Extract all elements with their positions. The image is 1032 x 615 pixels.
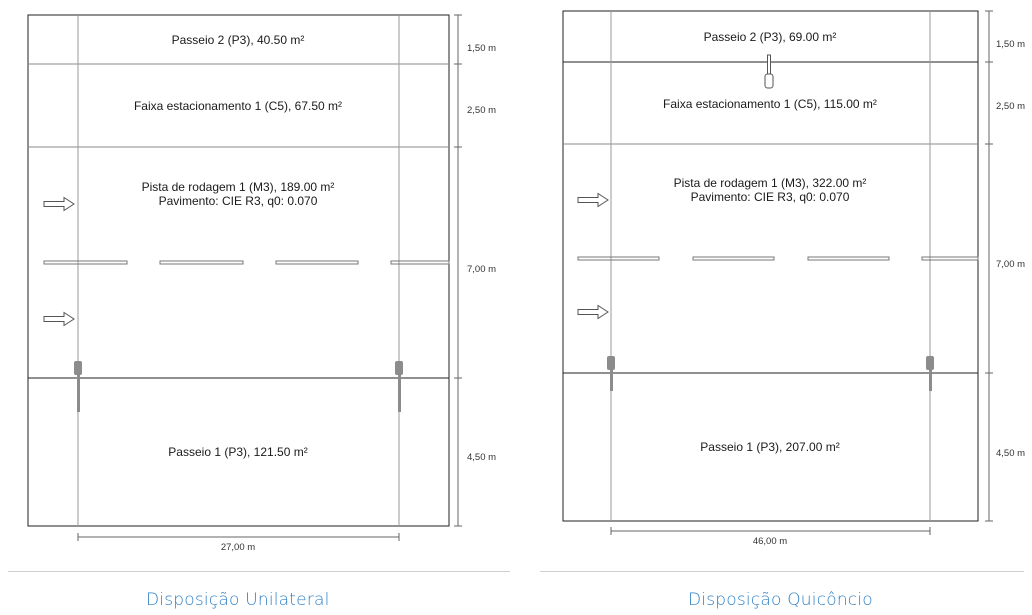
- right-caption-separator: [540, 571, 1024, 572]
- right-lane-divider: [577, 256, 979, 261]
- left-zone-sidewalk-1-label: Passeio 1 (P3), 121.50 m²: [168, 445, 307, 459]
- left-zone-roadway-pavement-label: Pavimento: CIE R3, q0: 0.070: [159, 194, 318, 208]
- right-zone-roadway-pavement-label: Pavimento: CIE R3, q0: 0.070: [691, 190, 850, 204]
- left-width-dimension: [454, 14, 462, 527]
- right-zone-sidewalk-1-label: Passeio 1 (P3), 207.00 m²: [700, 440, 839, 454]
- luminaire-icon: [607, 356, 615, 391]
- right-width-label-parking: 2,50 m: [996, 101, 1025, 112]
- left-lane-divider: [43, 260, 450, 265]
- left-width-label-parking: 2,50 m: [467, 105, 496, 116]
- left-zone-parking-label: Faixa estacionamento 1 (C5), 67.50 m²: [134, 99, 342, 113]
- left-layout-drawing: Passeio 2 (P3), 40.50 m² Faixa estaciona…: [27, 14, 496, 553]
- left-width-label-roadway: 7,00 m: [467, 264, 496, 275]
- left-caption-separator: [8, 571, 510, 572]
- right-width-label-sidewalk-1: 4,50 m: [996, 448, 1025, 459]
- right-width-dimension: [985, 10, 993, 522]
- right-length-dimension: [610, 527, 931, 535]
- traffic-arrow-icon: [43, 196, 75, 212]
- traffic-arrow-icon: [577, 192, 609, 208]
- lane-dash: [159, 260, 244, 265]
- luminaire-icon: [74, 361, 82, 412]
- left-zone-sidewalk-2-label: Passeio 2 (P3), 40.50 m²: [172, 33, 305, 47]
- left-layout-caption: Disposição Unilateral: [146, 590, 330, 610]
- right-zone-sidewalk-2-label: Passeio 2 (P3), 69.00 m²: [704, 30, 837, 44]
- left-width-label-sidewalk-1: 4,50 m: [467, 452, 496, 463]
- left-length-label: 27,00 m: [221, 542, 255, 553]
- luminaire-icon: [926, 356, 934, 391]
- right-layout-drawing: Passeio 2 (P3), 69.00 m² Faixa estaciona…: [562, 10, 1025, 547]
- right-zone-parking-label: Faixa estacionamento 1 (C5), 115.00 m²: [663, 97, 877, 111]
- right-width-label-roadway: 7,00 m: [996, 259, 1025, 270]
- right-road-outline: [562, 10, 979, 522]
- street-lighting-diagrams: Passeio 2 (P3), 40.50 m² Faixa estaciona…: [27, 10, 1025, 553]
- right-width-label-sidewalk-2: 1,50 m: [996, 39, 1025, 50]
- lane-dash: [921, 256, 979, 261]
- left-road-outline: [27, 14, 450, 527]
- traffic-arrow-icon: [577, 304, 609, 320]
- lane-dash: [807, 256, 890, 261]
- lane-dash: [390, 260, 450, 265]
- left-width-label-sidewalk-2: 1,50 m: [467, 43, 496, 54]
- right-layout-caption: Disposição Quicôncio: [688, 590, 873, 610]
- lane-dash: [692, 256, 775, 261]
- left-zone-roadway-label: Pista de rodagem 1 (M3), 189.00 m²: [142, 180, 335, 194]
- luminaire-icon: [764, 54, 774, 89]
- lane-dash: [577, 256, 660, 261]
- lane-dash: [43, 260, 128, 265]
- lane-dash: [275, 260, 359, 265]
- luminaire-icon: [395, 361, 403, 412]
- right-zone-roadway-label: Pista de rodagem 1 (M3), 322.00 m²: [674, 176, 867, 190]
- left-length-dimension: [77, 533, 400, 541]
- traffic-arrow-icon: [43, 311, 75, 327]
- right-length-label: 46,00 m: [753, 536, 787, 547]
